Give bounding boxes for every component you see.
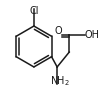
Text: O: O bbox=[54, 26, 62, 36]
Text: Cl: Cl bbox=[29, 6, 39, 16]
Text: OH: OH bbox=[84, 30, 99, 40]
Text: NH$_2$: NH$_2$ bbox=[50, 75, 70, 88]
